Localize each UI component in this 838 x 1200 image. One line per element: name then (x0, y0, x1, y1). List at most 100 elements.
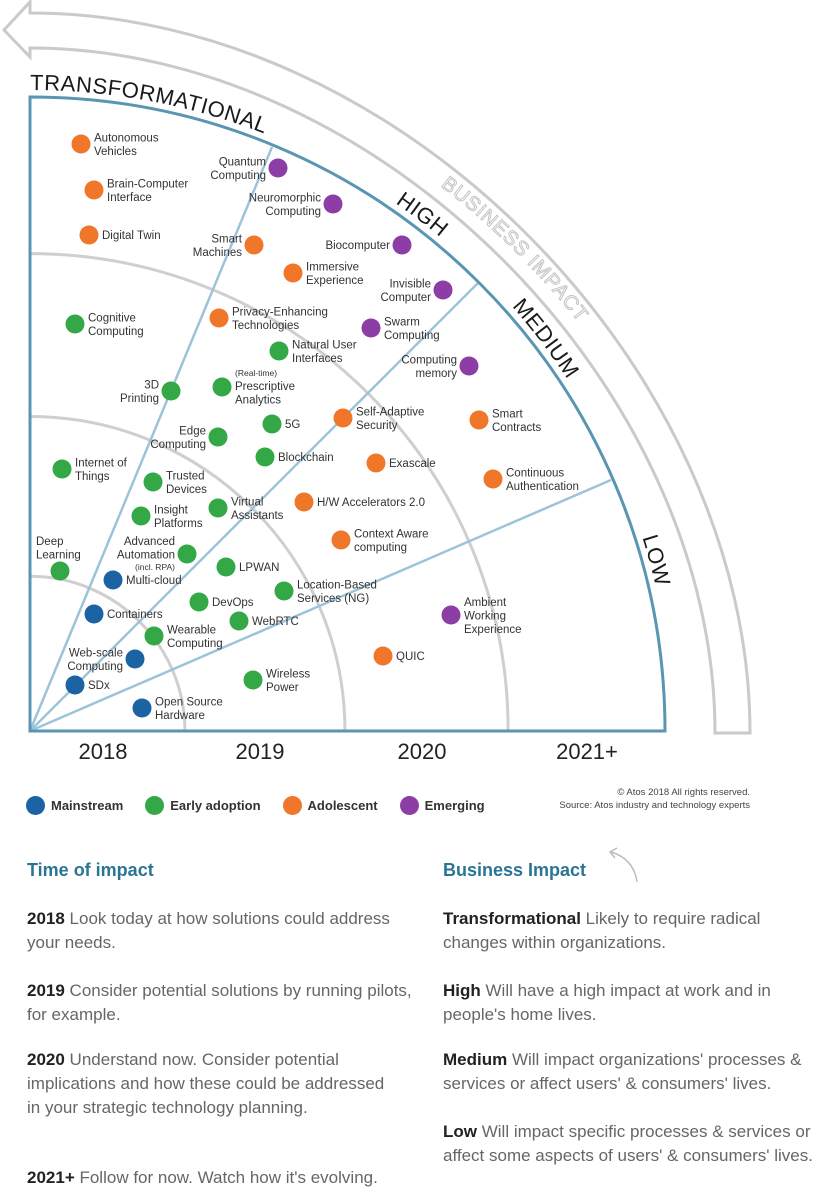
impact-low: Low Will impact specific processes & ser… (443, 1122, 813, 1165)
item-label: memory (415, 368, 457, 380)
adolescent-dot (294, 492, 314, 512)
early-adoption-dot (262, 414, 282, 434)
emerging-dot (361, 318, 381, 338)
item-label: Machines (193, 247, 242, 259)
adolescent-dot (84, 180, 104, 200)
item-label: Open Source (155, 697, 223, 709)
item-label: Authentication (506, 481, 579, 493)
adolescent-dot (373, 646, 393, 666)
radar-item-prescriptive-analytics: (Real-time) Prescriptive Analytics (212, 368, 295, 407)
radar-item-deep-learning: Deep Learning (36, 536, 81, 581)
item-label: QUIC (396, 651, 425, 663)
item-label: Advanced (124, 536, 175, 548)
item-label-note: (Real-time) (235, 368, 277, 378)
item-label: Internet of (75, 458, 128, 470)
item-label: Trusted (166, 471, 205, 483)
item-label: Services (NG) (297, 593, 369, 605)
item-label: Interfaces (292, 353, 343, 365)
item-label: Computing (88, 326, 144, 338)
item-label: Web-scale (69, 648, 123, 660)
item-label: Security (356, 420, 398, 432)
item-label: Deep (36, 536, 64, 548)
item-label-note: (incl. RPA) (135, 562, 175, 572)
item-label: Computing (265, 206, 321, 218)
early-adoption-dot (50, 561, 70, 581)
item-label: H/W Accelerators 2.0 (317, 497, 425, 509)
radar-item-blockchain: Blockchain (255, 447, 334, 467)
mainstream-dot (125, 649, 145, 669)
item-label: Smart (492, 409, 523, 421)
mainstream-dot (132, 698, 152, 718)
early-adoption-dot (208, 427, 228, 447)
mainstream-dot (65, 675, 85, 695)
early-adoption-dot (143, 472, 163, 492)
business-impact-axis-label: BUSINESS IMPACT (437, 172, 592, 326)
item-label: Prescriptive (235, 381, 295, 393)
item-label: Analytics (235, 395, 281, 407)
item-label: Assistants (231, 510, 284, 522)
item-label: Devices (166, 484, 207, 496)
adolescent-dot (79, 225, 99, 245)
radar-frame (28, 95, 667, 733)
early-adoption-dot (131, 506, 151, 526)
year-label-2019: 2019 (236, 739, 285, 764)
item-label: Computing (67, 661, 123, 673)
item-label: Computing (401, 355, 457, 367)
item-label: Automation (117, 550, 175, 562)
item-label: Wireless (266, 669, 310, 681)
mainstream-dot (103, 570, 123, 590)
curved-arrow-icon (608, 847, 638, 883)
item-label: Natural User (292, 340, 357, 352)
item-label: Interface (107, 192, 152, 204)
legend: Mainstream Early adoption Adolescent Eme… (26, 796, 507, 815)
emerging-dot (323, 194, 343, 214)
item-label: Neuromorphic (249, 193, 321, 205)
adolescent-dot (71, 134, 91, 154)
radar-item-biocomputer: Biocomputer (325, 235, 412, 255)
item-label: Computing (150, 439, 206, 451)
item-label: Autonomous (94, 133, 159, 145)
radar-item-exascale: Exascale (366, 453, 436, 473)
copyright: © Atos 2018 All rights reserved. (617, 787, 750, 798)
source: Source: Atos industry and technology exp… (559, 800, 750, 811)
adolescent-dot (209, 308, 229, 328)
radar-item-sdx: SDx (65, 675, 110, 695)
item-label: SDx (88, 680, 110, 692)
item-label: Hardware (155, 710, 205, 722)
time-2019: 2019 Consider potential solutions by run… (27, 981, 412, 1024)
time-2018: 2018 Look today at how solutions could a… (27, 909, 390, 952)
sector-line (29, 478, 612, 733)
business-impact-arrow: BUSINESS IMPACT (1, 0, 752, 735)
impact-sector-lines (28, 146, 612, 733)
radar-item-containers: Containers (84, 604, 163, 624)
item-label: Vehicles (94, 146, 137, 158)
sector-line (29, 282, 479, 732)
sector-line (28, 146, 274, 732)
item-label: Things (75, 471, 110, 483)
radar-item-quic: QUIC (373, 646, 425, 666)
radar-item-advanced-automation: Advanced Automation(incl. RPA) (117, 536, 197, 572)
item-label: Brain-Computer (107, 179, 188, 191)
item-label: Multi-cloud (126, 575, 182, 587)
emerging-dot (441, 605, 461, 625)
item-label: Working (464, 611, 506, 623)
adolescent-dot (331, 530, 351, 550)
legend-item-early-adoption: Early adoption (145, 796, 261, 815)
legend-item-adolescent: Adolescent (282, 796, 378, 815)
item-label: Blockchain (278, 452, 334, 464)
item-label: Self-Adaptive (356, 407, 424, 419)
item-label: Swarm (384, 317, 420, 329)
impact-medium: Medium Will impact organizations' proces… (443, 1050, 802, 1093)
impact-high: High Will have a high impact at work and… (443, 981, 771, 1024)
item-label: Cognitive (88, 313, 136, 325)
